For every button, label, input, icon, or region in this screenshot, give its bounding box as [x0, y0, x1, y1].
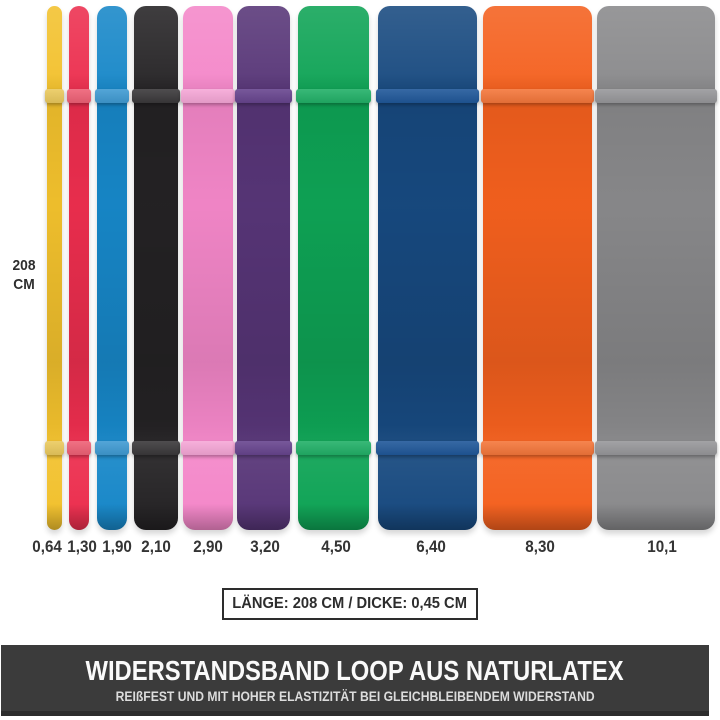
- band-clip-top: [132, 89, 180, 103]
- band-clip-bottom: [376, 441, 479, 455]
- footer-title: WIDERSTANDSBAND LOOP AUS NATURLATEX: [85, 655, 625, 686]
- band-width-label: 3,20: [250, 538, 281, 556]
- band-clip-bottom: [67, 441, 91, 455]
- band-orange: 8,30: [481, 6, 594, 562]
- band-width-label: 2,10: [141, 538, 171, 556]
- band-clip-top: [235, 89, 292, 103]
- band-clip-top: [45, 89, 64, 103]
- band-gray: 10,1: [595, 6, 717, 562]
- spec-box-label: LÄNGE: 208 CM / DICKE: 0,45 CM: [232, 595, 468, 612]
- band-clip-bottom: [235, 441, 292, 455]
- band-clip-top: [95, 89, 129, 103]
- band-label-box: 8,30: [438, 538, 637, 557]
- footer-bottom-strip: [1, 711, 709, 716]
- footer-banner: WIDERSTANDSBAND LOOP AUS NATURLATEX REIß…: [1, 645, 709, 716]
- spec-box: LÄNGE: 208 CM / DICKE: 0,45 CM: [222, 588, 478, 620]
- band-width-label: 2,90: [193, 538, 223, 556]
- band-dark-blue: 6,40: [376, 6, 479, 562]
- band-label-box: 2,10: [89, 538, 223, 557]
- band-clip-top: [181, 89, 235, 103]
- band-purple: 3,20: [235, 6, 292, 562]
- band-clip-top: [376, 89, 479, 103]
- band-black: 2,10: [132, 6, 180, 562]
- band-clip-bottom: [481, 441, 594, 455]
- band-label-box: 4,50: [253, 538, 414, 557]
- band-width-label: 1,30: [67, 538, 97, 556]
- band-yellow: 0,64: [33, 6, 64, 562]
- band-label-box: 1,30: [24, 538, 134, 557]
- band-body: [69, 6, 89, 530]
- band-body: [47, 6, 62, 530]
- band-blue: 1,90: [95, 6, 132, 562]
- band-pink: 2,90: [181, 6, 235, 562]
- band-green: 4,50: [296, 6, 371, 562]
- band-clip-top: [67, 89, 91, 103]
- band-width-label: 0,64: [32, 538, 63, 556]
- band-clip-bottom: [45, 441, 64, 455]
- footer-subtitle: REIßFEST UND MIT HOHER ELASTIZITÄT BEI G…: [115, 689, 595, 704]
- band-clip-top: [481, 89, 594, 103]
- band-clip-top: [296, 89, 371, 103]
- band-label-box: 3,20: [192, 538, 335, 557]
- length-measurement-label: 208 CM: [4, 256, 44, 294]
- band-label-box: 10,1: [552, 538, 720, 557]
- band-label-box: 6,40: [333, 538, 522, 557]
- band-clip-bottom: [95, 441, 129, 455]
- band-clip-bottom: [132, 441, 180, 455]
- band-clip-top: [595, 89, 717, 103]
- band-clip-bottom: [296, 441, 371, 455]
- length-unit: CM: [13, 276, 35, 293]
- band-width-label: 6,40: [416, 538, 447, 556]
- band-width-label: 4,50: [321, 538, 352, 556]
- band-label-box: 1,90: [52, 538, 172, 557]
- band-clip-bottom: [595, 441, 717, 455]
- band-width-label: 8,30: [525, 538, 556, 556]
- band-label-box: 2,90: [138, 538, 278, 557]
- band-clip-bottom: [181, 441, 235, 455]
- band-red: 1,30: [67, 6, 97, 562]
- band-width-label: 10,1: [647, 538, 677, 556]
- length-value: 208: [12, 257, 36, 274]
- band-label-box: 0,64: [2, 538, 107, 557]
- band-width-label: 1,90: [102, 538, 132, 556]
